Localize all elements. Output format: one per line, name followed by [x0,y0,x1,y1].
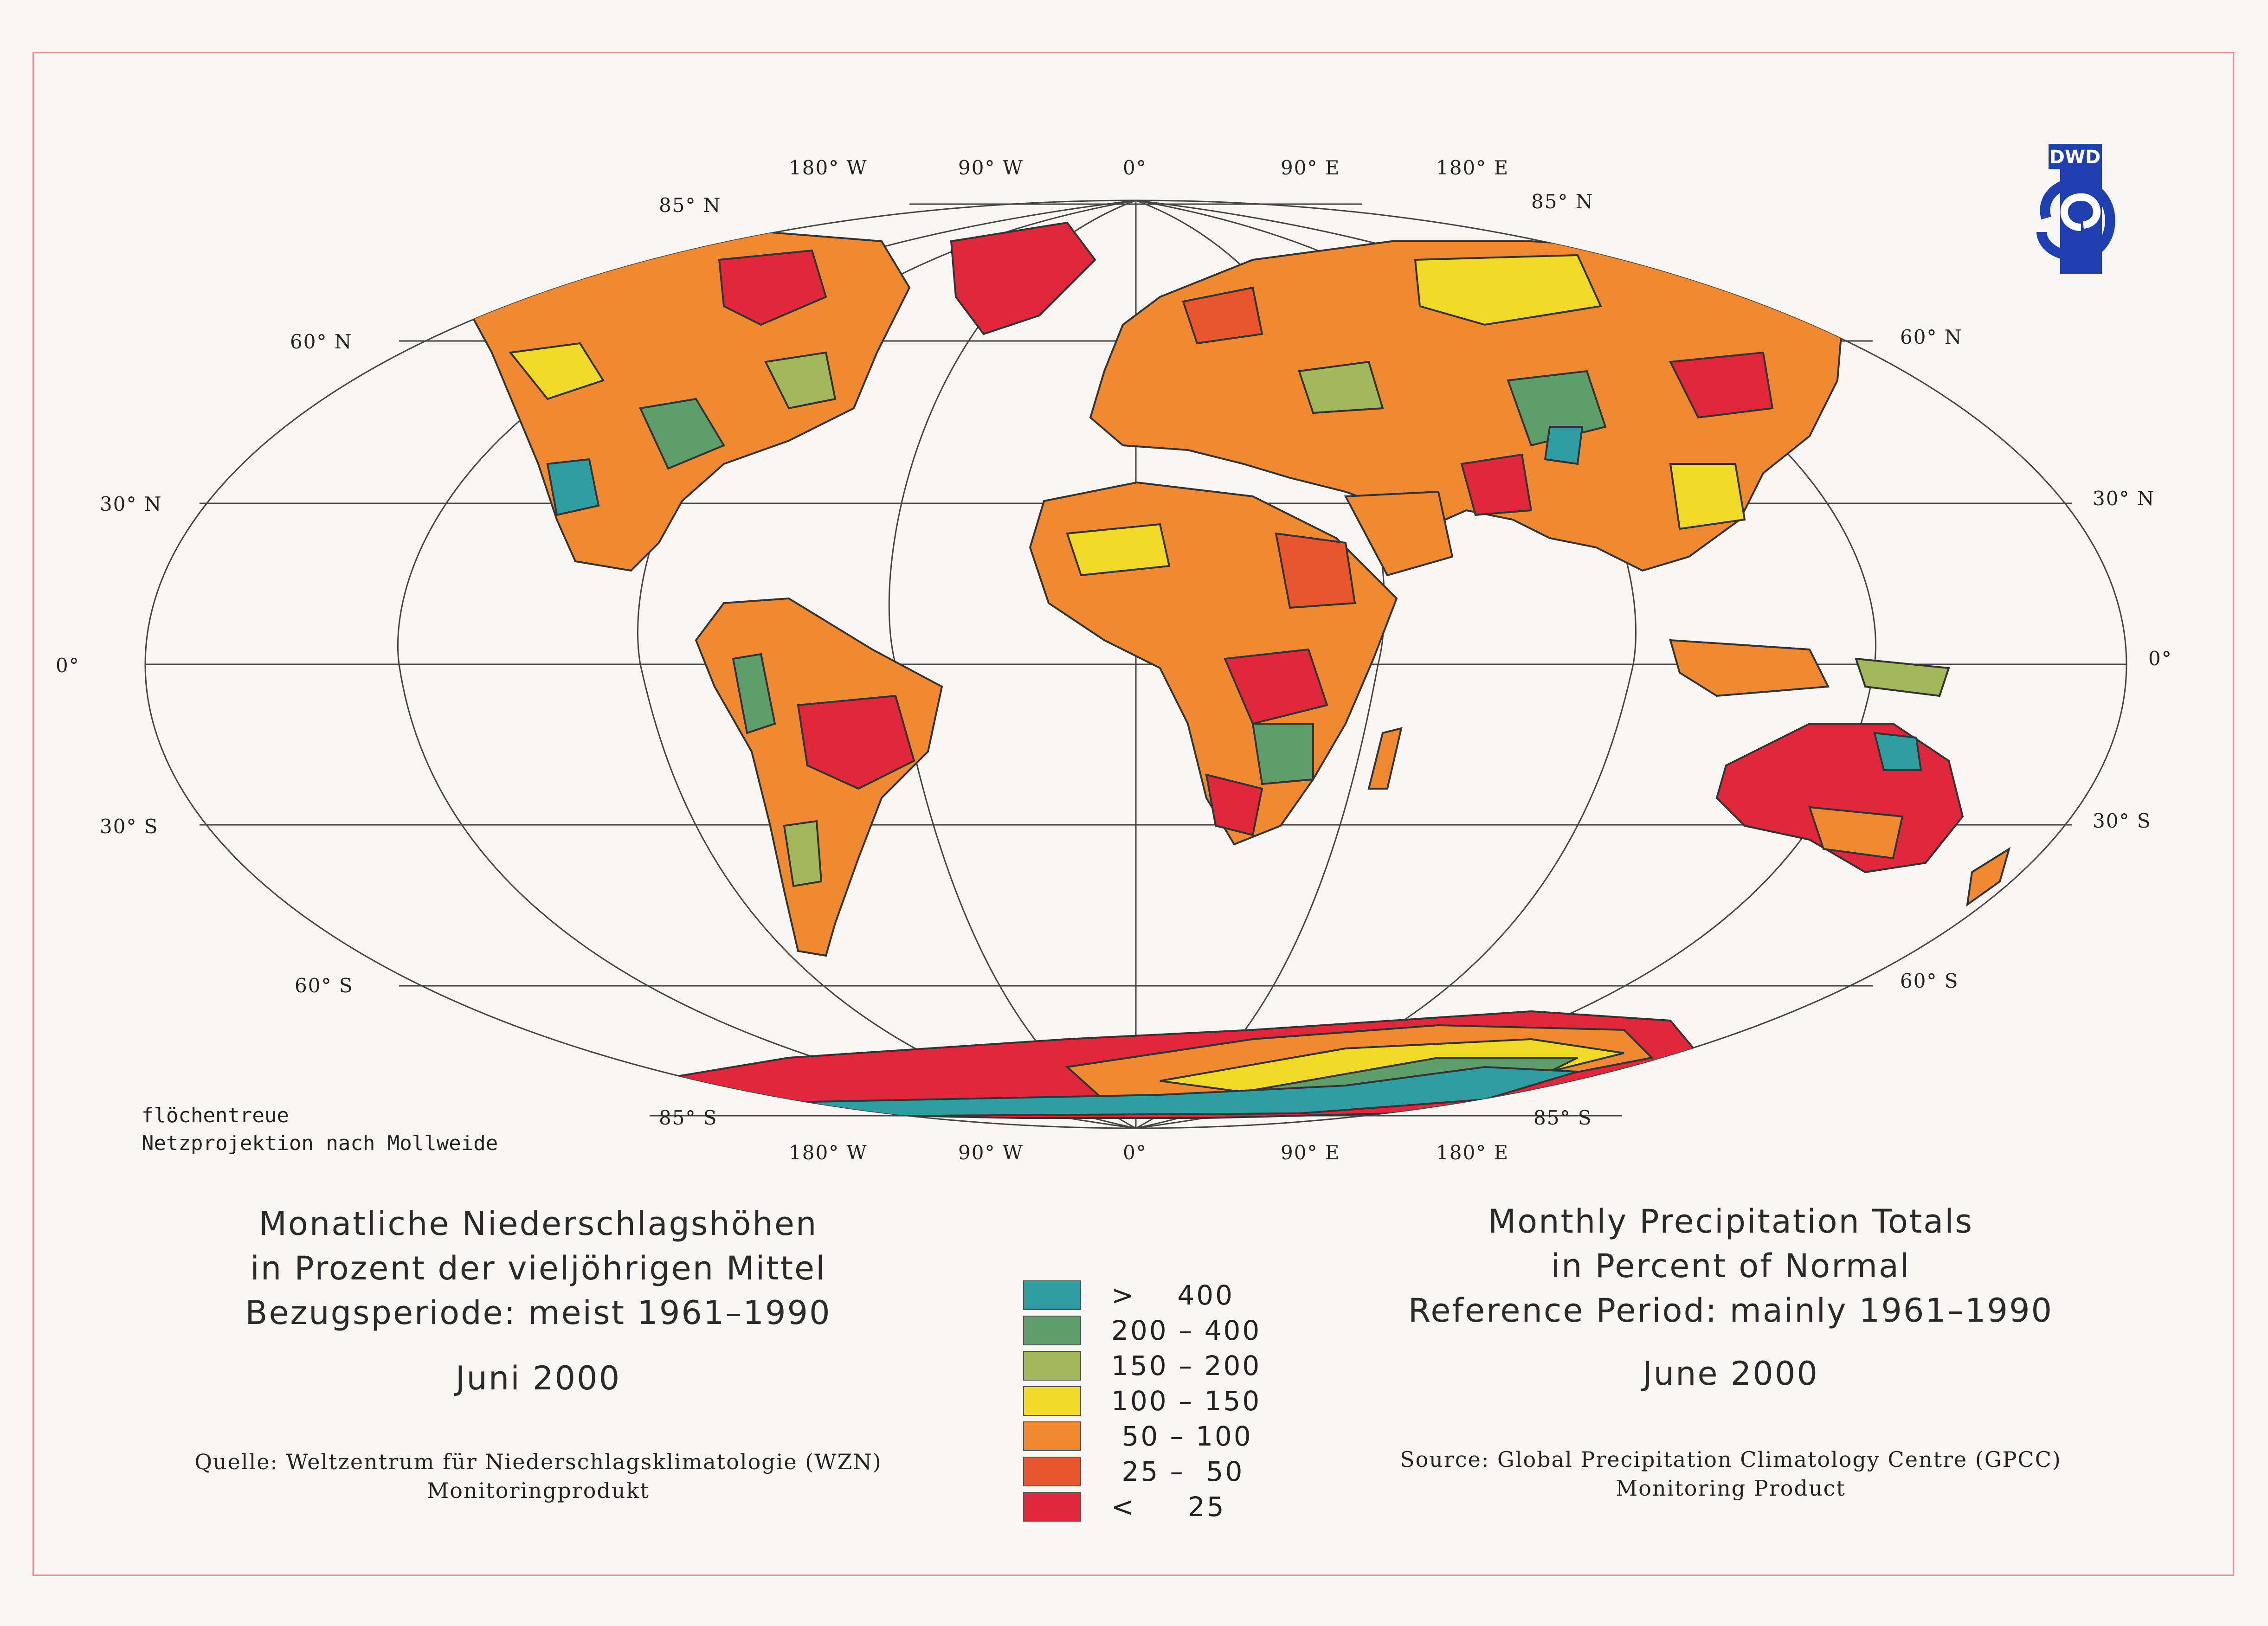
legend-swatch [1023,1351,1081,1381]
lat-label-30s-left: 30° S [100,815,159,838]
title-german-line: Bezugsperiode: meist 1961–1990 [245,1294,831,1332]
source-german-line: Monitoringprodukt [427,1478,650,1503]
legend-swatch [1023,1492,1081,1522]
legend-label: 100 – 150 [1111,1385,1262,1417]
lat-label-60s-right: 60° S [1900,970,1959,992]
continents [463,221,2011,1119]
lat-label-85s-right: 85° S [1533,1106,1592,1129]
top-lon-label: 90° W [958,156,1024,179]
title-german: Monatliche Niederschlagshöhen in Prozent… [153,1202,923,1335]
top-lon-label: 0° [1123,156,1147,179]
dwd-logo: DWD [2036,144,2115,274]
projection-note-line: flöchentreue [142,1104,289,1127]
lat-label-85s-left: 85° S [659,1106,718,1129]
lat-label-eq-right: 0° [2148,647,2172,670]
lat-label-30n-right: 30° N [2093,487,2155,510]
legend-label: 25 – 50 [1111,1456,1244,1487]
title-english-line: in Percent of Normal [1551,1247,1911,1285]
bottom-lon-label: 90° W [958,1141,1024,1164]
top-lon-label: 180° E [1436,156,1509,179]
legend-swatch [1023,1457,1081,1486]
month-german: Juni 2000 [455,1359,621,1397]
month-english: June 2000 [1643,1355,1819,1393]
lat-label-60s-left: 60° S [295,974,354,997]
page-frame [32,52,2234,1576]
lat-label-60n-left: 60° N [290,330,353,353]
legend-label: > 400 [1111,1279,1235,1311]
top-lon-label: 180° W [789,156,868,179]
source-german-line: Quelle: Weltzentrum für Niederschlagskli… [194,1449,882,1474]
legend-label: 200 – 400 [1111,1315,1262,1346]
bottom-lon-label: 90° E [1281,1141,1340,1164]
lat-label-85n-left: 85° N [659,194,722,217]
bottom-lon-label: 180° E [1436,1141,1509,1164]
title-english-line: Monthly Precipitation Totals [1488,1202,1974,1240]
legend-swatch [1023,1280,1081,1310]
source-english: Source: Global Precipitation Climatology… [1327,1445,2134,1503]
legend-label: 50 – 100 [1111,1420,1253,1452]
title-english-line: Reference Period: mainly 1961–1990 [1408,1292,2054,1330]
lat-label-60n-right: 60° N [1900,326,1963,348]
lat-label-30n-left: 30° N [100,493,162,515]
greenland [950,221,1096,335]
source-english-line: Source: Global Precipitation Climatology… [1400,1447,2062,1472]
title-german-line: in Prozent der vieljöhrigen Mittel [250,1249,826,1287]
bottom-lon-label: 0° [1123,1141,1147,1164]
legend-label: < 25 [1111,1491,1226,1523]
title-english: Monthly Precipitation Totals in Percent … [1346,1199,2116,1333]
lat-label-85n-right: 85° N [1531,190,1594,213]
legend-swatch [1023,1421,1081,1451]
projection-note-line: Netzprojektion nach Mollweide [142,1131,498,1155]
lat-label-eq-left: 0° [56,654,80,677]
south-america [695,597,943,957]
title-german-line: Monatliche Niederschlagshöhen [258,1205,818,1243]
source-german: Quelle: Weltzentrum für Niederschlagskli… [153,1447,923,1505]
bottom-lon-label: 180° W [789,1141,868,1164]
source-english-line: Monitoring Product [1616,1476,1846,1501]
legend-swatch [1023,1386,1081,1416]
svg-text:DWD: DWD [2049,147,2101,168]
legend-swatch [1023,1316,1081,1345]
lat-label-30s-right: 30° S [2093,810,2152,832]
top-lon-label: 90° E [1281,156,1340,179]
legend-label: 150 – 200 [1111,1350,1262,1382]
projection-note: flöchentreue Netzprojektion nach Mollwei… [142,1102,498,1157]
